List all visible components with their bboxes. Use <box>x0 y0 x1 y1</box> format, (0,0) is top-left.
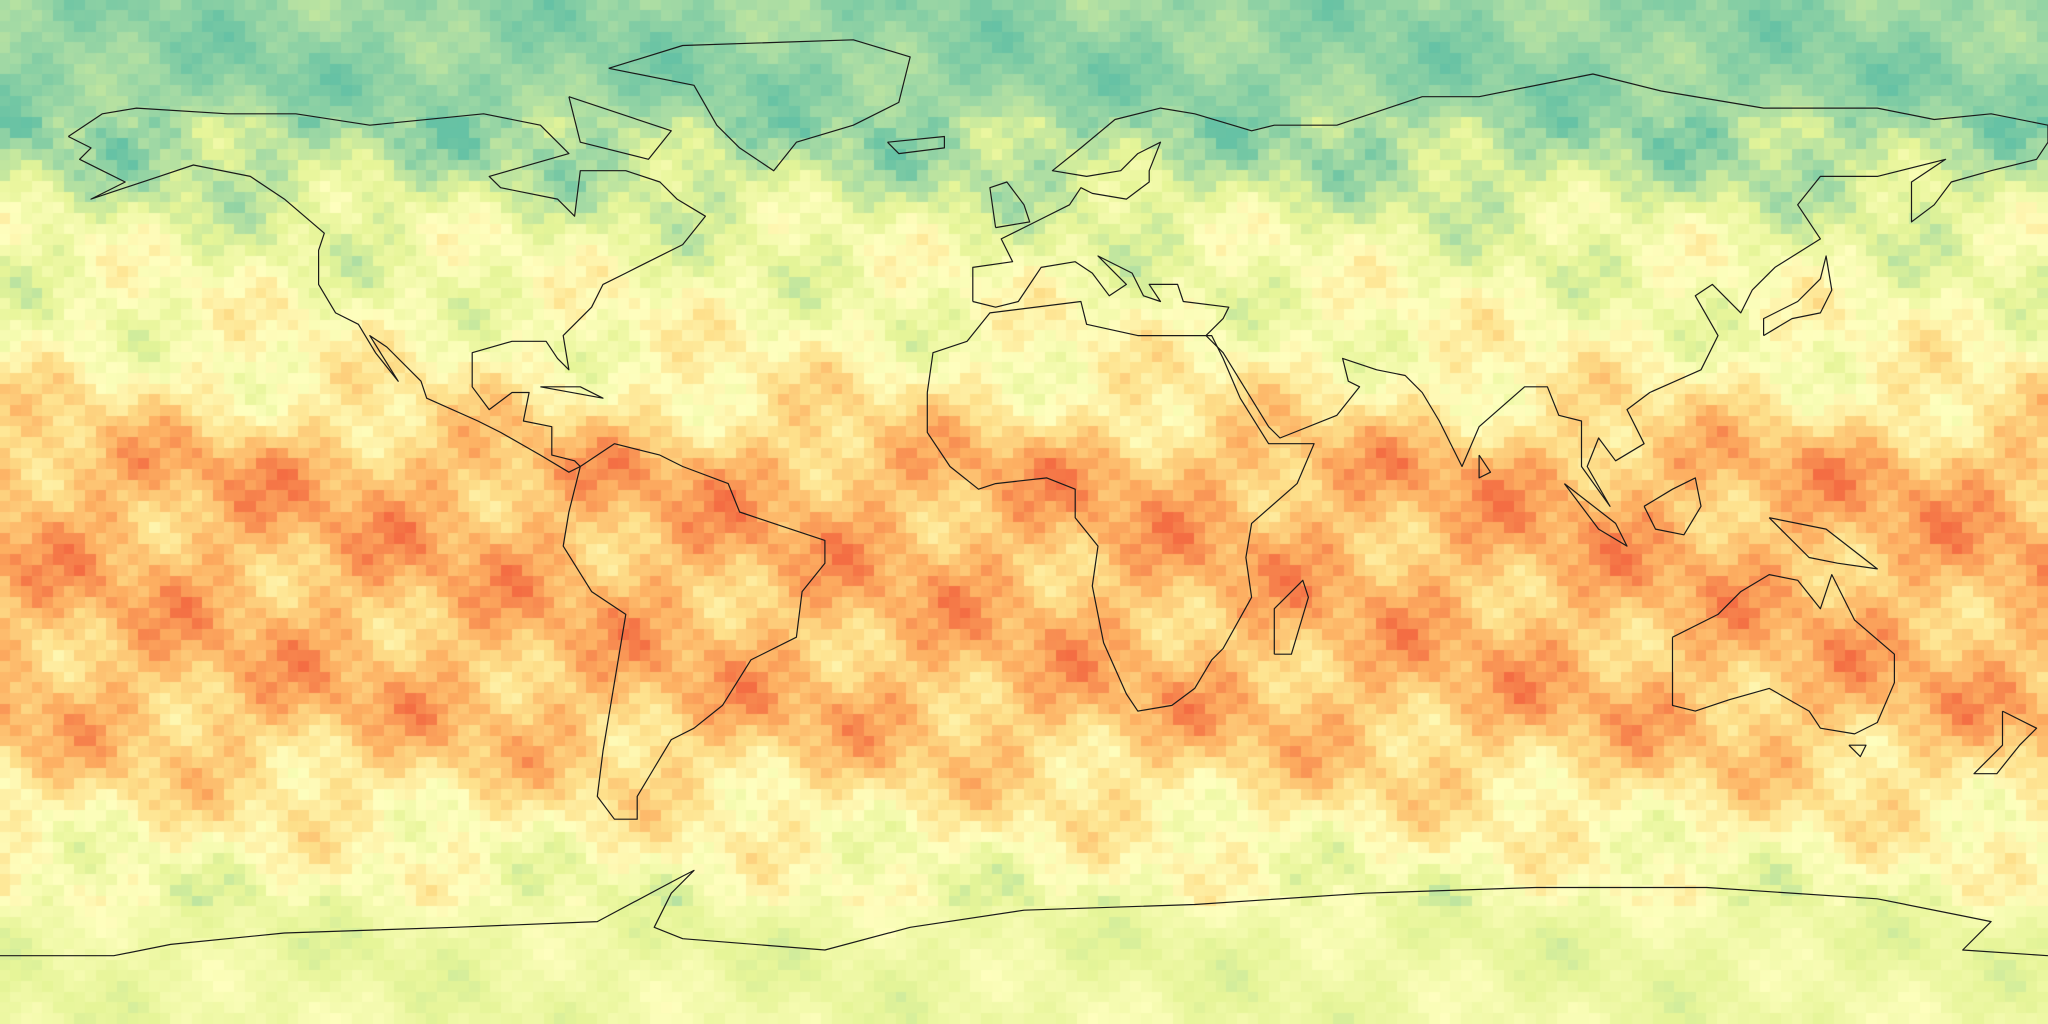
coastline-cuba <box>540 386 604 399</box>
coastline-new-zealand <box>1973 710 2038 775</box>
coastline-great-britain <box>989 181 1031 229</box>
coastline-new-guinea <box>1768 517 1878 570</box>
coastline-baffin-island <box>568 96 672 160</box>
coastline-japan <box>1763 255 1833 337</box>
coastline-tasmania <box>1848 744 1867 758</box>
coastline-south-america <box>562 443 826 820</box>
coastline-sumatra <box>1563 483 1628 547</box>
coastline-madagascar <box>1273 579 1309 655</box>
coastline-iceland <box>887 135 945 155</box>
coastline-australia <box>1671 574 1895 735</box>
coastline-africa <box>926 300 1315 712</box>
coastline-eurasia <box>972 73 2048 507</box>
coastline-north-america <box>67 107 706 473</box>
coastline-borneo <box>1643 477 1702 536</box>
coastline-sri-lanka <box>1478 454 1492 479</box>
coastline-greenland <box>608 39 911 172</box>
coastline-antarctica <box>0 869 2048 957</box>
